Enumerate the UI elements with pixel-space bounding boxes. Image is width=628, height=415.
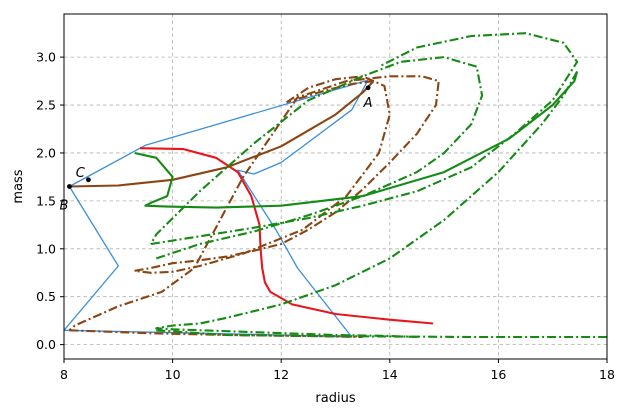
y-tick-label: 2.0 <box>36 145 56 160</box>
plot-frame <box>63 13 608 360</box>
point-marker <box>365 85 371 91</box>
series-line-11 <box>156 329 607 339</box>
y-tick-label: 3.0 <box>36 50 56 65</box>
y-tick-label: 0.5 <box>36 289 56 304</box>
y-axis-label: mass <box>11 169 26 203</box>
series-line-4 <box>134 75 391 274</box>
point-marker <box>86 177 91 183</box>
curves <box>63 32 607 339</box>
x-tick-label: 14 <box>382 367 398 382</box>
series-line-7 <box>134 71 579 209</box>
series-line-0 <box>63 79 369 338</box>
series-line-1 <box>139 147 434 325</box>
x-tick-label: 16 <box>490 367 506 382</box>
y-tick-label: 2.5 <box>36 98 56 113</box>
markers <box>67 85 371 189</box>
x-axis-label: radius <box>315 391 355 406</box>
series-line-9 <box>149 56 484 260</box>
y-tick-label: 1.5 <box>36 193 56 208</box>
y-tick-label: 0.0 <box>36 337 56 352</box>
point-marker <box>67 184 72 189</box>
x-tick-label: 10 <box>165 367 181 382</box>
x-tick-label: 8 <box>60 367 68 382</box>
x-tick-label: 12 <box>273 367 289 382</box>
annotation-label: C <box>76 166 86 181</box>
series-line-5 <box>68 75 440 332</box>
series-line-2 <box>69 80 375 188</box>
annotation-label: A <box>363 96 373 111</box>
x-axis-ticks: 8 10 12 14 16 18 <box>60 359 615 382</box>
series-line-8 <box>155 70 579 339</box>
y-axis-ticks: 0.0 0.5 1.0 1.5 2.0 2.5 3.0 <box>36 50 64 352</box>
series-line-10 <box>150 32 579 246</box>
y-tick-label: 1.0 <box>36 241 56 256</box>
x-tick-label: 18 <box>599 367 615 382</box>
